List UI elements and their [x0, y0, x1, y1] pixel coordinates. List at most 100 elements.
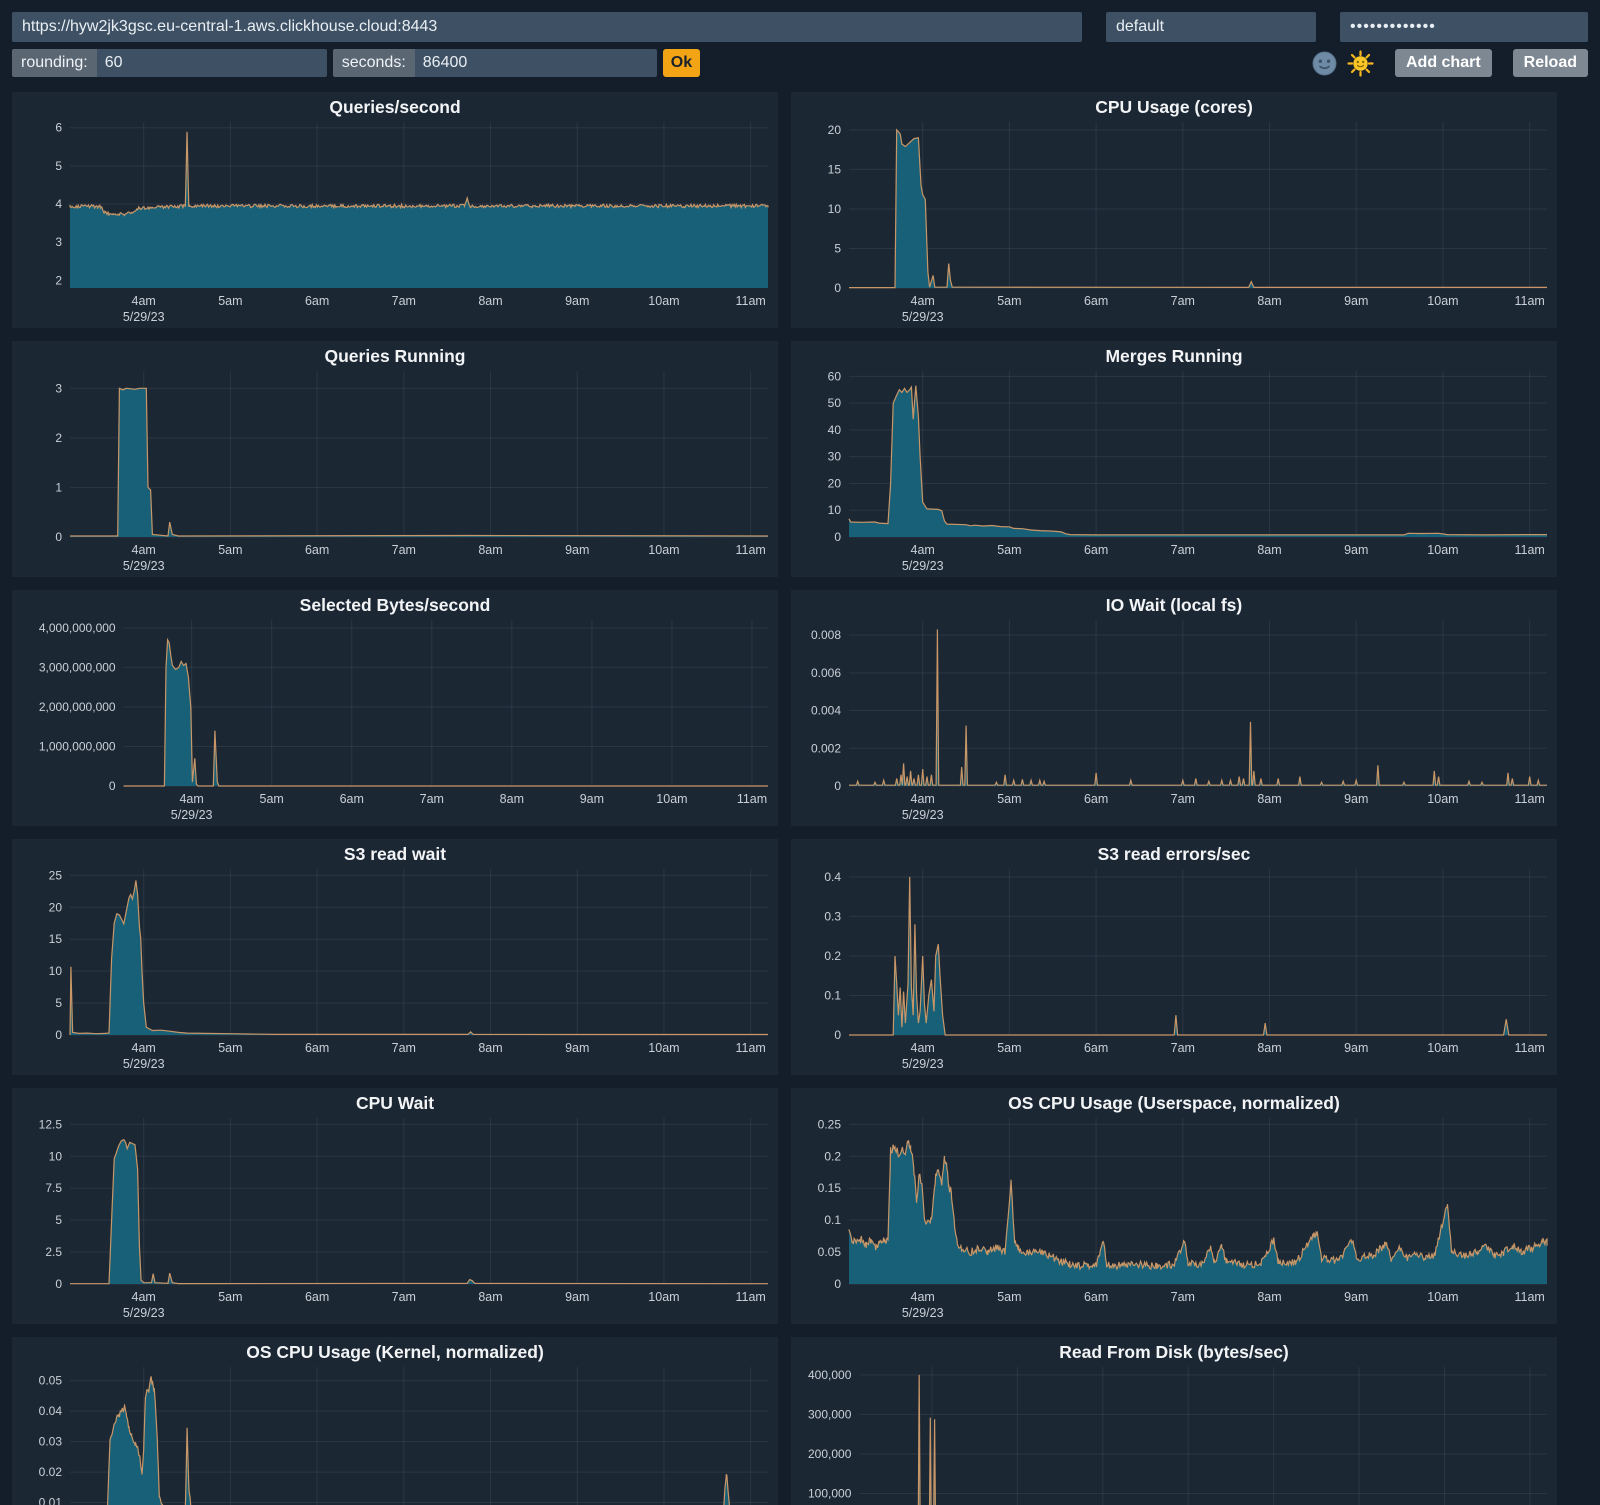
x-axis-label: 9am — [1344, 543, 1368, 557]
chart-canvas[interactable]: 0100,000200,000300,000400,0004am5/29/235… — [791, 1337, 1557, 1505]
y-axis-label: 400,000 — [808, 1368, 852, 1382]
chart-canvas[interactable]: 0 1 2 3 4am 5/29/23 5am 6am 7am 8am 9am 10am 11am Que… — [12, 341, 778, 577]
chart-panel-os-cpu-usage-kernel-normalized: 00.010.020.030.040.054am5/29/235am6am7am… — [12, 1337, 778, 1505]
x-axis-label: 9am — [565, 543, 589, 557]
x-axis-label: 8am — [478, 543, 502, 557]
x-axis-date: 5/29/23 — [123, 1306, 165, 1320]
chart-area — [107, 1376, 730, 1505]
x-axis-label: 10am — [1427, 543, 1458, 557]
y-axis-label: 0.2 — [824, 1149, 841, 1163]
y-axis-label: 0 — [834, 1277, 841, 1291]
chart-line — [917, 1374, 936, 1505]
chart-canvas[interactable]: 0 0.002 0.004 0.006 0.008 4am 5/29/23 5am 6am 7am… — [791, 590, 1557, 826]
rounding-input[interactable] — [96, 49, 327, 77]
x-axis-label: 11am — [1514, 294, 1544, 308]
chart-line — [70, 387, 769, 537]
y-axis-label: 0.25 — [818, 1117, 842, 1131]
password-input[interactable] — [1340, 12, 1588, 42]
y-axis-label: 30 — [828, 450, 842, 464]
x-axis-date: 5/29/23 — [902, 1306, 944, 1320]
y-axis-label: 20 — [828, 476, 842, 490]
x-axis-date: 5/29/23 — [171, 808, 213, 822]
x-axis-label: 4am — [911, 543, 935, 557]
rounding-label: rounding: — [12, 49, 97, 77]
y-axis-label: 0.4 — [824, 870, 841, 884]
y-axis-label: 0 — [834, 779, 841, 793]
x-axis-label: 11am — [1514, 1041, 1544, 1055]
chart-canvas[interactable]: 0 5 10 15 20 25 4am 5/29/23 5am 6am 7am 8am 9am 10am 1… — [12, 839, 778, 1075]
rounding-field-group: rounding: — [12, 49, 327, 77]
chart-canvas[interactable]: 0 2.5 5 7.5 10 12.5 4am 5/29/23 5am 6am 7am 8am 9am 1… — [12, 1088, 778, 1324]
x-axis-label: 8am — [478, 1290, 502, 1304]
chart-canvas[interactable]: 0 0.05 0.1 0.15 0.2 0.25 4am 5/29/23 5am 6am 7am 8a… — [791, 1088, 1557, 1324]
y-axis-label: 4 — [55, 197, 62, 211]
chart-panel-s3-read-errors-sec: 0 0.1 0.2 0.3 0.4 4am 5/29/23 5am 6am 7am 8am 9am 10… — [791, 839, 1557, 1075]
light-theme-sun-icon[interactable] — [1347, 49, 1374, 77]
x-axis-date: 5/29/23 — [902, 1057, 944, 1071]
x-axis-label: 6am — [305, 294, 329, 308]
y-axis-label: 20 — [828, 123, 842, 137]
y-axis-label: 1,000,000,000 — [39, 739, 116, 753]
x-axis-label: 6am — [305, 543, 329, 557]
y-axis-label: 2 — [55, 273, 62, 287]
reload-button[interactable]: Reload — [1512, 49, 1588, 77]
chart-title: Merges Running — [1105, 346, 1242, 366]
x-axis-label: 8am — [478, 1041, 502, 1055]
x-axis-label: 8am — [478, 294, 502, 308]
seconds-input[interactable] — [414, 49, 657, 77]
chart-canvas[interactable]: 0 0.1 0.2 0.3 0.4 4am 5/29/23 5am 6am 7am 8am 9am 10… — [791, 839, 1557, 1075]
y-axis-label: 100,000 — [808, 1486, 852, 1500]
chart-title: CPU Usage (cores) — [1095, 97, 1253, 117]
x-axis-label: 9am — [565, 1041, 589, 1055]
x-axis-label: 8am — [1257, 543, 1281, 557]
username-input[interactable] — [1106, 12, 1316, 42]
chart-panel-read-from-disk-bytes-sec: 0100,000200,000300,000400,0004am5/29/235… — [791, 1337, 1557, 1505]
chart-panel-os-cpu-usage-userspace-normalized: 0 0.05 0.1 0.15 0.2 0.25 4am 5/29/23 5am 6am 7am 8a… — [791, 1088, 1557, 1324]
y-axis-label: 0.05 — [818, 1245, 842, 1259]
chart-panel-queries-second: 2 3 4 5 6 4am 5/29/23 5am 6am 7am 8am 9am 10am 11am Qu… — [12, 92, 778, 328]
x-axis-label: 9am — [1344, 1041, 1368, 1055]
chart-line — [849, 128, 1547, 289]
y-axis-label: 0.008 — [811, 628, 841, 642]
y-axis-label: 3 — [55, 235, 62, 249]
y-axis-label: 0.002 — [811, 741, 841, 755]
y-axis-label: 0.05 — [39, 1374, 63, 1388]
x-axis-label: 4am — [911, 1041, 935, 1055]
add-chart-button[interactable]: Add chart — [1394, 49, 1492, 77]
x-axis-label: 10am — [656, 792, 687, 806]
chart-line — [849, 876, 1547, 1036]
chart-canvas[interactable]: 0 1,000,000,000 2,000,000,000 3,000,000,000… — [12, 590, 778, 826]
x-axis-label: 6am — [1084, 543, 1108, 557]
y-axis-label: 0.3 — [824, 909, 841, 923]
y-axis-label: 0.01 — [39, 1496, 63, 1505]
x-axis-label: 7am — [392, 1041, 416, 1055]
x-axis-label: 5am — [997, 1041, 1021, 1055]
x-axis-label: 10am — [648, 294, 679, 308]
chart-line — [106, 1376, 730, 1505]
chart-canvas[interactable]: 2 3 4 5 6 4am 5/29/23 5am 6am 7am 8am 9am 10am 11am Qu… — [12, 92, 778, 328]
chart-title: Selected Bytes/second — [300, 595, 491, 615]
chart-area — [70, 388, 768, 537]
charts-grid: 2 3 4 5 6 4am 5/29/23 5am 6am 7am 8am 9am 10am 11am Qu… — [12, 92, 1588, 1505]
x-axis-date: 5/29/23 — [123, 559, 165, 573]
x-axis-label: 8am — [1257, 1290, 1281, 1304]
x-axis-label: 10am — [1427, 1290, 1458, 1304]
x-axis-date: 5/29/23 — [123, 310, 165, 324]
y-axis-label: 60 — [828, 369, 842, 383]
chart-canvas[interactable]: 0 10 20 30 40 50 60 4am 5/29/23 5am 6am 7am 8am 9am 10… — [791, 341, 1557, 577]
chart-line — [848, 1140, 1548, 1271]
y-axis-label: 3,000,000,000 — [39, 660, 116, 674]
chart-canvas[interactable]: 0 5 10 15 20 4am 5/29/23 5am 6am 7am 8am 9am 10am 11a… — [791, 92, 1557, 328]
dark-theme-moon-icon[interactable] — [1311, 50, 1338, 77]
chart-title: Queries/second — [329, 97, 460, 117]
x-axis-label: 4am — [911, 792, 935, 806]
chart-area — [70, 132, 768, 288]
url-input[interactable] — [12, 12, 1082, 42]
chart-canvas[interactable]: 00.010.020.030.040.054am5/29/235am6am7am… — [12, 1337, 778, 1505]
chart-area — [70, 1139, 768, 1284]
chart-title: Queries Running — [325, 346, 466, 366]
x-axis-label: 5am — [218, 294, 242, 308]
chart-line — [69, 131, 769, 217]
ok-button[interactable]: Ok — [662, 49, 701, 77]
x-axis-label: 5am — [218, 543, 242, 557]
